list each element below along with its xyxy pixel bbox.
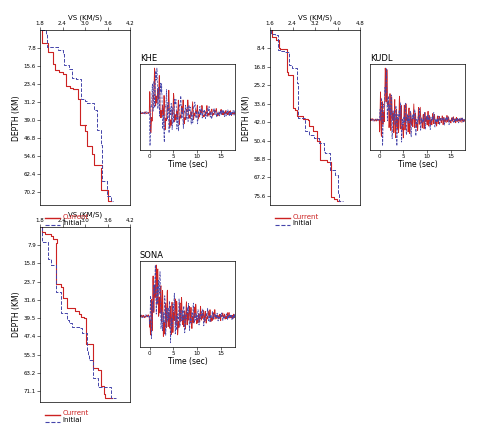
Text: SONA: SONA (140, 251, 164, 260)
X-axis label: VS (KM/S): VS (KM/S) (298, 15, 332, 21)
Text: Initial: Initial (62, 220, 82, 226)
Y-axis label: DEPTH (KM): DEPTH (KM) (242, 95, 251, 140)
Y-axis label: DEPTH (KM): DEPTH (KM) (12, 292, 21, 337)
Text: Initial: Initial (292, 220, 312, 226)
X-axis label: Time (sec): Time (sec) (398, 160, 438, 169)
X-axis label: Time (sec): Time (sec) (168, 160, 207, 169)
X-axis label: VS (KM/S): VS (KM/S) (68, 15, 102, 21)
Y-axis label: DEPTH (KM): DEPTH (KM) (12, 95, 21, 140)
Text: Current: Current (62, 410, 89, 416)
X-axis label: Time (sec): Time (sec) (168, 357, 207, 366)
Text: KUDL: KUDL (370, 54, 392, 63)
Text: Current: Current (292, 214, 319, 220)
X-axis label: VS (KM/S): VS (KM/S) (68, 211, 102, 218)
Text: Current: Current (62, 214, 89, 220)
Text: KHE: KHE (140, 54, 157, 63)
Text: Initial: Initial (62, 417, 82, 423)
